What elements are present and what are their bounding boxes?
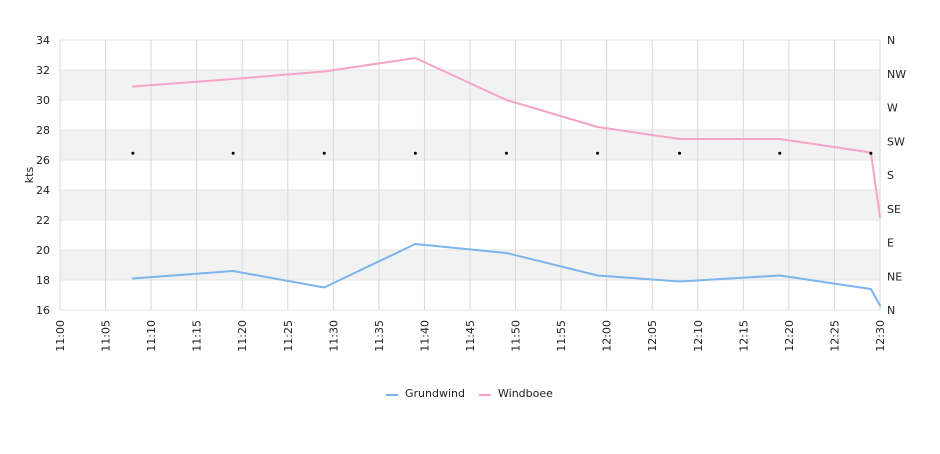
x-tick-label: 11:25: [282, 320, 295, 352]
y-tick-label: 26: [36, 154, 50, 167]
direction-tick-label: W: [887, 102, 898, 115]
direction-tick-label: NW: [887, 68, 906, 81]
legend-label-windboee: Windboee: [498, 387, 553, 400]
direction-marker: [678, 151, 682, 155]
direction-tick-label: N: [887, 34, 895, 47]
x-tick-label: 12:30: [874, 320, 887, 352]
grid-lines: [59, 39, 881, 311]
x-tick-label: 11:30: [327, 320, 340, 352]
legend-label-grundwind: Grundwind: [405, 387, 465, 400]
direction-marker: [869, 151, 873, 155]
series-lines: [131, 57, 881, 307]
direction-marker: [131, 151, 135, 155]
direction-tick-label: SE: [887, 203, 901, 216]
x-tick-label: 11:55: [555, 320, 568, 352]
x-tick-label: 12:15: [737, 320, 750, 352]
direction-marker: [413, 151, 417, 155]
x-axis-ticks: 11:00 11:05 11:10 11:15 11:20 11:25 11:30 11:35…: [54, 320, 887, 352]
direction-tick-label: S: [887, 169, 894, 182]
direction-marker: [596, 151, 600, 155]
direction-tick-label: N: [887, 304, 895, 317]
x-tick-label: 12:05: [646, 320, 659, 352]
y-tick-label: 28: [36, 124, 50, 137]
y-tick-label: 32: [36, 64, 50, 77]
y-tick-label: 18: [36, 274, 50, 287]
x-tick-label: 11:10: [145, 320, 158, 352]
x-tick-label: 12:10: [692, 320, 705, 352]
x-tick-label: 11:35: [373, 320, 386, 352]
x-tick-label: 12:00: [601, 320, 614, 352]
x-tick-label: 12:20: [783, 320, 796, 352]
direction-markers: [131, 151, 873, 155]
x-tick-label: 11:50: [510, 320, 523, 352]
y-tick-label: 20: [36, 244, 50, 257]
y-tick-label: 30: [36, 94, 50, 107]
direction-axis-ticks: N NE E SE S SW W NW N: [887, 34, 906, 317]
y-axis-ticks: 16 18 20 22 24 26 28 30 32 34: [36, 34, 50, 317]
direction-tick-label: E: [887, 237, 894, 250]
series-line-grundwind: [131, 243, 881, 307]
y-tick-label: 24: [36, 184, 50, 197]
x-tick-label: 11:00: [54, 320, 67, 352]
y-tick-label: 22: [36, 214, 50, 227]
x-tick-label: 11:40: [418, 320, 431, 352]
x-tick-label: 11:15: [191, 320, 204, 352]
direction-tick-label: NE: [887, 270, 902, 283]
y-axis-title: kts: [23, 167, 36, 184]
direction-tick-label: SW: [887, 135, 905, 148]
y-tick-label: 34: [36, 34, 50, 47]
x-tick-label: 11:20: [236, 320, 249, 352]
x-tick-label: 11:45: [464, 320, 477, 352]
direction-marker: [504, 151, 508, 155]
series-line-windboee: [131, 57, 881, 218]
y-tick-label: 16: [36, 304, 50, 317]
x-tick-label: 11:05: [100, 320, 113, 352]
direction-marker: [322, 151, 326, 155]
direction-marker: [231, 151, 235, 155]
direction-marker: [778, 151, 782, 155]
x-tick-label: 12:25: [828, 320, 841, 352]
legend[interactable]: Grundwind Windboee: [386, 387, 553, 400]
